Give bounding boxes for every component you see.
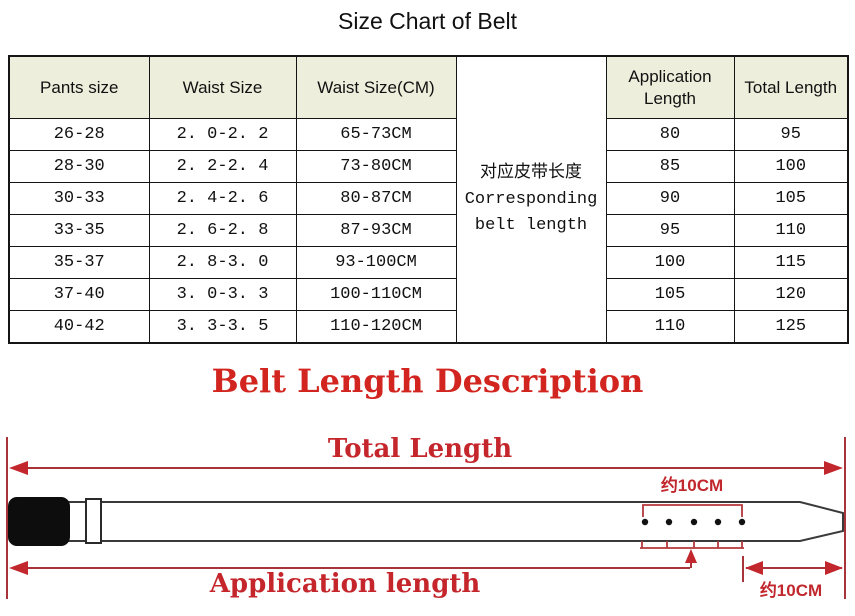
cell-total-length: 120 bbox=[733, 278, 849, 311]
total-length-label: Total Length bbox=[327, 434, 513, 464]
table-header-row: Pants size Waist Size Waist Size(CM) 对应皮… bbox=[8, 55, 849, 344]
arrowhead-right-icon bbox=[824, 461, 843, 475]
merged-note-line-en2: belt length bbox=[474, 215, 588, 235]
cell-application-length: 90 bbox=[605, 182, 735, 215]
table-row: 40-42 3. 3-3. 5 110-120CM 110 125 bbox=[8, 310, 849, 344]
table-row: 35-37 2. 8-3. 0 93-100CM 100 115 bbox=[8, 246, 849, 279]
cell-waist-cm: 110-120CM bbox=[295, 310, 457, 344]
belt-length-description-title: Belt Length Description bbox=[211, 362, 644, 400]
belt-hole bbox=[641, 518, 649, 526]
cell-total-length: 105 bbox=[733, 182, 849, 215]
belt-buckle bbox=[8, 497, 70, 546]
cell-waist-size: 2. 8-3. 0 bbox=[148, 246, 297, 279]
belt-hole bbox=[665, 518, 673, 526]
arrowhead-left-icon bbox=[745, 561, 763, 575]
header-waist-size: Waist Size bbox=[148, 55, 297, 119]
header-total-length: Total Length bbox=[733, 55, 849, 119]
arrowhead-right-icon bbox=[825, 561, 843, 575]
application-length-label: Application length bbox=[209, 569, 481, 599]
cell-waist-cm: 87-93CM bbox=[295, 214, 457, 247]
belt-strap bbox=[67, 501, 844, 542]
cell-total-length: 100 bbox=[733, 150, 849, 183]
hole-span-label: 约10CM bbox=[660, 476, 724, 495]
belt-diagram bbox=[6, 437, 846, 599]
cell-waist-size: 2. 4-2. 6 bbox=[148, 182, 297, 215]
cell-pants-size: 30-33 bbox=[8, 182, 150, 215]
cell-waist-cm: 65-73CM bbox=[295, 118, 457, 151]
cell-pants-size: 33-35 bbox=[8, 214, 150, 247]
merged-note-cell: 对应皮带长度 Corresponding belt length bbox=[455, 55, 607, 344]
tail-span-label: 约10CM bbox=[759, 581, 823, 600]
header-application-length: Application Length bbox=[605, 55, 735, 119]
merged-note-line-cn: 对应皮带长度 bbox=[480, 163, 582, 183]
table-row: 33-35 2. 6-2. 8 87-93CM 95 110 bbox=[8, 214, 849, 247]
cell-waist-size: 3. 3-3. 5 bbox=[148, 310, 297, 344]
belt-keeper bbox=[85, 498, 102, 544]
cell-waist-cm: 80-87CM bbox=[295, 182, 457, 215]
arrowhead-left-icon bbox=[9, 461, 28, 475]
header-waist-cm: Waist Size(CM) bbox=[295, 55, 457, 119]
table-row: 26-28 2. 0-2. 2 65-73CM 80 95 bbox=[8, 118, 849, 151]
cell-application-length: 105 bbox=[605, 278, 735, 311]
cell-application-length: 80 bbox=[605, 118, 735, 151]
table-row: 28-30 2. 2-2. 4 73-80CM 85 100 bbox=[8, 150, 849, 183]
cell-application-length: 95 bbox=[605, 214, 735, 247]
arrowhead-left-icon bbox=[9, 561, 28, 575]
cell-application-length: 110 bbox=[605, 310, 735, 344]
cell-total-length: 125 bbox=[733, 310, 849, 344]
arrowhead-up-icon bbox=[685, 549, 697, 563]
cell-pants-size: 26-28 bbox=[8, 118, 150, 151]
belt-hole bbox=[690, 518, 698, 526]
cell-pants-size: 28-30 bbox=[8, 150, 150, 183]
cell-waist-size: 3. 0-3. 3 bbox=[148, 278, 297, 311]
cell-pants-size: 37-40 bbox=[8, 278, 150, 311]
cell-total-length: 115 bbox=[733, 246, 849, 279]
cell-total-length: 110 bbox=[733, 214, 849, 247]
cell-total-length: 95 bbox=[733, 118, 849, 151]
header-pants-size: Pants size bbox=[8, 55, 150, 119]
cell-waist-size: 2. 6-2. 8 bbox=[148, 214, 297, 247]
belt-hole bbox=[714, 518, 722, 526]
cell-application-length: 85 bbox=[605, 150, 735, 183]
page-title: Size Chart of Belt bbox=[338, 8, 517, 34]
cell-waist-cm: 73-80CM bbox=[295, 150, 457, 183]
hole-span-bracket bbox=[642, 504, 743, 517]
cell-waist-cm: 93-100CM bbox=[295, 246, 457, 279]
cell-pants-size: 35-37 bbox=[8, 246, 150, 279]
cell-waist-size: 2. 2-2. 4 bbox=[148, 150, 297, 183]
size-table: Pants size Waist Size Waist Size(CM) 对应皮… bbox=[8, 55, 849, 344]
belt-hole bbox=[738, 518, 746, 526]
table-row: 30-33 2. 4-2. 6 80-87CM 90 105 bbox=[8, 182, 849, 215]
cell-waist-size: 2. 0-2. 2 bbox=[148, 118, 297, 151]
cell-pants-size: 40-42 bbox=[8, 310, 150, 344]
cell-application-length: 100 bbox=[605, 246, 735, 279]
table-row: 37-40 3. 0-3. 3 100-110CM 105 120 bbox=[8, 278, 849, 311]
merged-note-line-en1: Corresponding bbox=[464, 189, 598, 209]
cell-waist-cm: 100-110CM bbox=[295, 278, 457, 311]
